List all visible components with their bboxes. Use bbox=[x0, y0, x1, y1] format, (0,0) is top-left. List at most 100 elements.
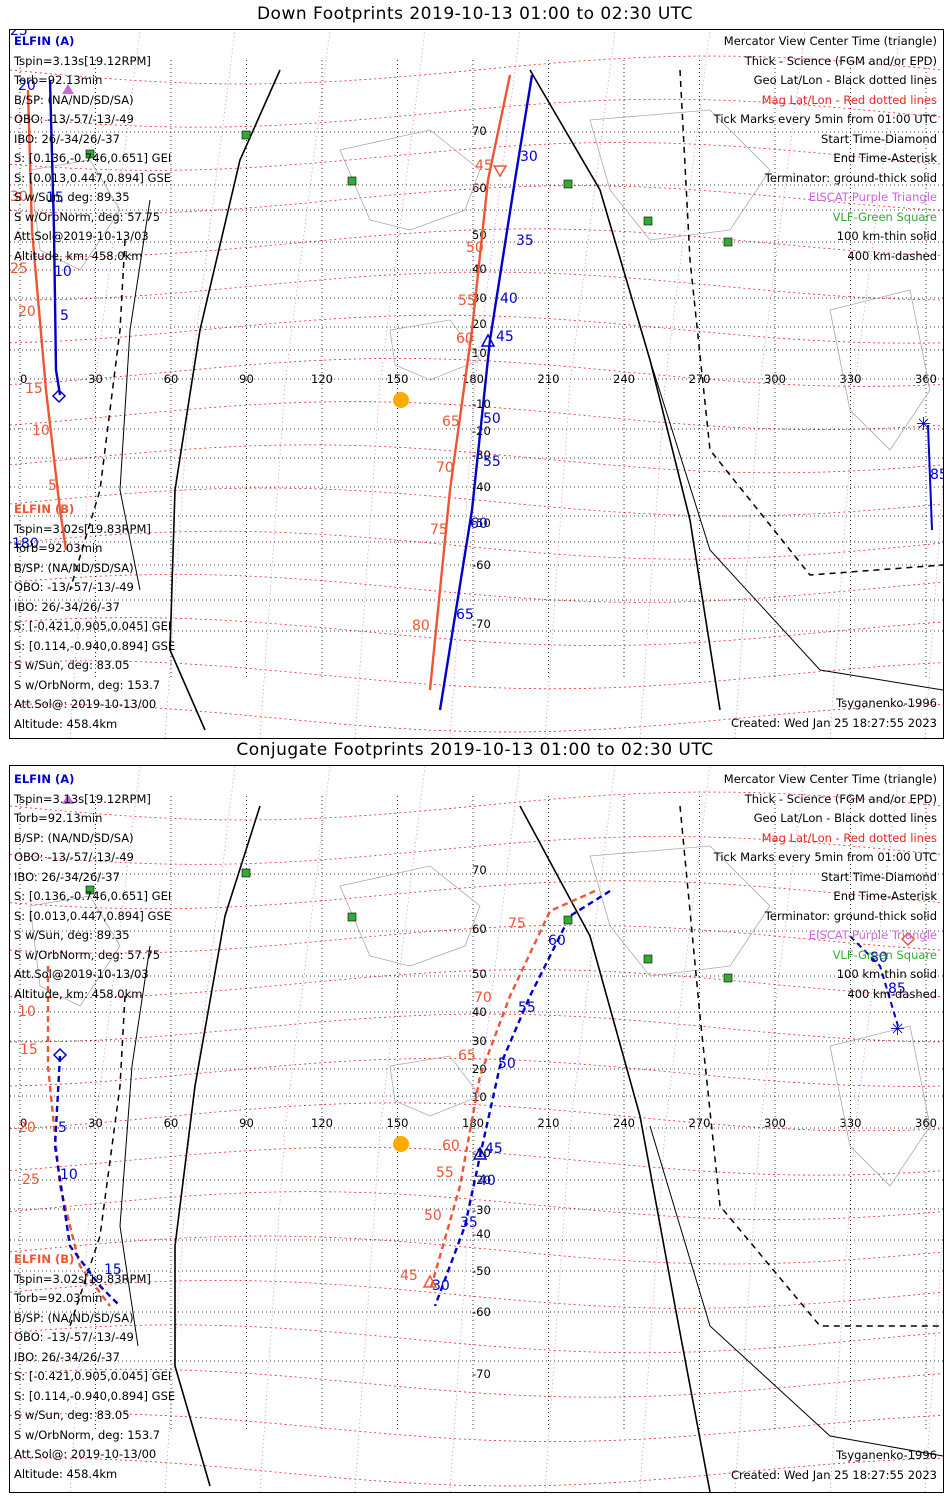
mag-lat-line bbox=[10, 574, 941, 603]
lon-tick-label: 60 bbox=[164, 1116, 179, 1130]
info-line: Att.Sol@2019-10-13/03 bbox=[14, 967, 149, 981]
info-line: Att.Sol@2019-10-13/03 bbox=[14, 229, 149, 243]
info-line: Torb=92.03min bbox=[14, 1291, 103, 1305]
elfin-a-tick-label: 30 bbox=[520, 149, 538, 165]
info-line: S w/OrbNorm, deg: 57.75 bbox=[14, 209, 161, 224]
elfin-b-tick-label: 50 bbox=[424, 1208, 442, 1224]
center-time-triangle-b bbox=[492, 165, 508, 178]
elfin-b-info-conjugate: ELFIN (B) Tspin=3.02s[19.83RPM] Torb=92.… bbox=[14, 1250, 175, 1484]
info-line: Altitude: 458.4km bbox=[14, 1466, 118, 1481]
terminator-ground bbox=[174, 805, 261, 1487]
eiscat-triangle-icon bbox=[62, 84, 74, 94]
info-line: B/SP: (NA/ND/SD/SA) bbox=[14, 830, 134, 845]
lon-tick-label: 360 bbox=[915, 1116, 937, 1130]
mag-lat-line bbox=[10, 1368, 941, 1398]
info-line: Tspin=3.13s[19.12RPM] bbox=[14, 53, 151, 68]
mag-lon-line bbox=[69, 30, 141, 738]
info-line: Torb=92.13min bbox=[14, 811, 103, 825]
lon-tick-label: 150 bbox=[387, 1116, 409, 1130]
mag-lat-line bbox=[10, 924, 941, 954]
info-line: IBO: 26/-34/26/-37 bbox=[14, 599, 120, 614]
lon-tick-label: 210 bbox=[538, 372, 560, 386]
vlf-square-icon bbox=[241, 868, 251, 878]
elfin-b-tick-label: 60 bbox=[442, 1138, 460, 1154]
lat-tick-label: 60 bbox=[472, 922, 487, 936]
mag-lat-line bbox=[10, 98, 941, 128]
lon-tick-label: 0 bbox=[20, 372, 27, 386]
lon-tick-label: 180 bbox=[462, 1116, 484, 1130]
elfin-b-tick-label: 45 bbox=[475, 158, 493, 174]
legend-item: Geo Lat/Lon - Black dotted lines bbox=[753, 73, 937, 87]
lon-tick-label: 240 bbox=[613, 372, 635, 386]
lat-tick-label: -60 bbox=[472, 558, 491, 572]
lon-tick-label: 330 bbox=[840, 1116, 862, 1130]
mag-lat-line bbox=[10, 530, 941, 560]
elfin-b-tick-label: 80 bbox=[412, 618, 430, 634]
elfin-b-tick-label: 20 bbox=[18, 304, 36, 320]
lon-tick-label: 360 bbox=[915, 372, 937, 386]
vlf-square-icon bbox=[85, 885, 95, 895]
elfin-a-tick-label: 20 bbox=[18, 78, 36, 94]
elfin-a-tick-label: 35 bbox=[516, 233, 534, 249]
elfin-a-tick-label: 30 bbox=[432, 1278, 450, 1294]
mag-lat-line bbox=[10, 1102, 941, 1132]
elfin-b-tick-label: 15 bbox=[25, 381, 43, 397]
legend-item: Mag Lat/Lon - Red dotted lines bbox=[761, 92, 937, 107]
info-line: S w/Sun, deg: 83.05 bbox=[14, 658, 130, 672]
mag-lon-line bbox=[449, 30, 521, 738]
continent-outline bbox=[29, 159, 121, 271]
info-line: S: [-0.421,0.905,0.045] GEI bbox=[14, 1369, 172, 1383]
mag-lat-line bbox=[10, 487, 941, 517]
legend-item: Geo Lat/Lon - Black dotted lines bbox=[753, 811, 937, 825]
info-line: S w/OrbNorm, deg: 153.7 bbox=[14, 677, 161, 692]
elfin-a-track bbox=[849, 935, 899, 1027]
mag-lat-line bbox=[10, 1013, 941, 1043]
elfin-a-info-conjugate: ELFIN (A) Tspin=3.13s[19.12RPM] Torb=92.… bbox=[14, 770, 171, 1004]
elfin-b-tick-label: 25 bbox=[22, 1172, 40, 1188]
created-label-down: Created: Wed Jan 25 18:27:55 2023 bbox=[730, 716, 937, 730]
lon-tick-label: 0 bbox=[20, 1116, 27, 1130]
end-time-asterisk: ✳ bbox=[890, 1019, 905, 1040]
start-time-diamond-b bbox=[900, 931, 916, 947]
info-line: Altitude: 458.4km bbox=[14, 716, 118, 731]
elfin-b-tick-label: 75 bbox=[430, 522, 448, 538]
terminator-ground bbox=[169, 69, 281, 731]
vlf-square-icon bbox=[563, 915, 573, 925]
mag-lat-line bbox=[10, 271, 941, 301]
map-canvas-down: 0 30 60 90 120 150 180 210 240 270 300 330 360 70 60 50… bbox=[10, 30, 943, 738]
elfin-b-track bbox=[26, 89, 68, 551]
info-line: Torb=92.13min bbox=[14, 73, 103, 87]
terminator-100km bbox=[649, 359, 943, 691]
lon-tick-label: 300 bbox=[764, 1116, 786, 1130]
lat-tick-label: -10 bbox=[472, 397, 491, 411]
elfin-b-track bbox=[428, 74, 512, 691]
elfin-a-tick-label: 85 bbox=[888, 981, 906, 997]
mag-lon-line bbox=[734, 30, 806, 738]
mag-lat-line bbox=[10, 1457, 941, 1487]
elfin-b-tick-label: 70 bbox=[436, 460, 454, 476]
elfin-a-track bbox=[48, 79, 62, 396]
lon-tick-label: 60 bbox=[164, 372, 179, 386]
elfin-b-tick-label: 25 bbox=[10, 261, 28, 277]
mag-lat-line bbox=[10, 1413, 941, 1442]
legend-item: 400 km-dashed bbox=[847, 248, 937, 263]
legend-item: 400 km-dashed bbox=[847, 986, 937, 1001]
info-line: OBO: -13/-57/-13/-49 bbox=[14, 850, 134, 864]
lat-tick-label: -30 bbox=[472, 1203, 491, 1217]
legend-item: 100 km-thin solid bbox=[836, 229, 937, 243]
mag-lat-line bbox=[10, 55, 941, 85]
terminator-100km bbox=[119, 199, 151, 591]
elfin-a-tick-label: 45 bbox=[496, 329, 514, 345]
elfin-b-tick-label: 20 bbox=[18, 1120, 36, 1136]
continent-outline bbox=[589, 109, 771, 241]
vlf-square-icon bbox=[563, 179, 573, 189]
legend-item: Mag Lat/Lon - Red dotted lines bbox=[761, 830, 937, 845]
vlf-square-icon bbox=[643, 216, 653, 226]
continent-outline bbox=[389, 1055, 481, 1117]
info-line: Tspin=3.02s[19.83RPM] bbox=[14, 1271, 151, 1286]
terminator-100km bbox=[119, 945, 151, 1347]
terminator-ground bbox=[529, 69, 721, 711]
mag-lat-line bbox=[10, 228, 941, 258]
mag-lat-line bbox=[10, 444, 941, 474]
mag-lat-line bbox=[10, 314, 941, 344]
